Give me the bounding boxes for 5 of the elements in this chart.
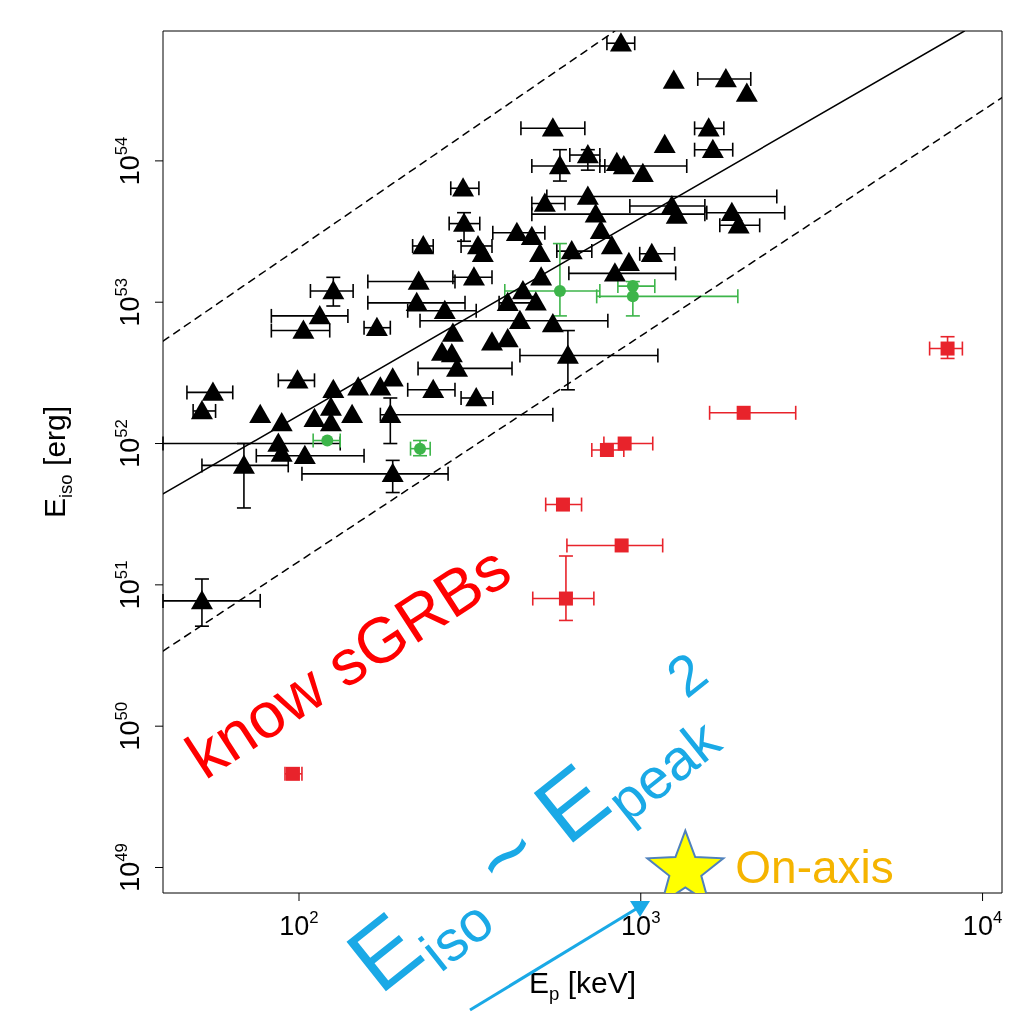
x-tick-label: 10$^{4}$ (962, 907, 1003, 941)
x-tick-label: 10$^{2}$ (279, 907, 319, 941)
x-axis-title: E$_{p}$ [keV] (528, 966, 637, 1004)
x-tick-label: 10$^{3}$ (621, 907, 661, 941)
series-label: On-axis (735, 840, 894, 893)
